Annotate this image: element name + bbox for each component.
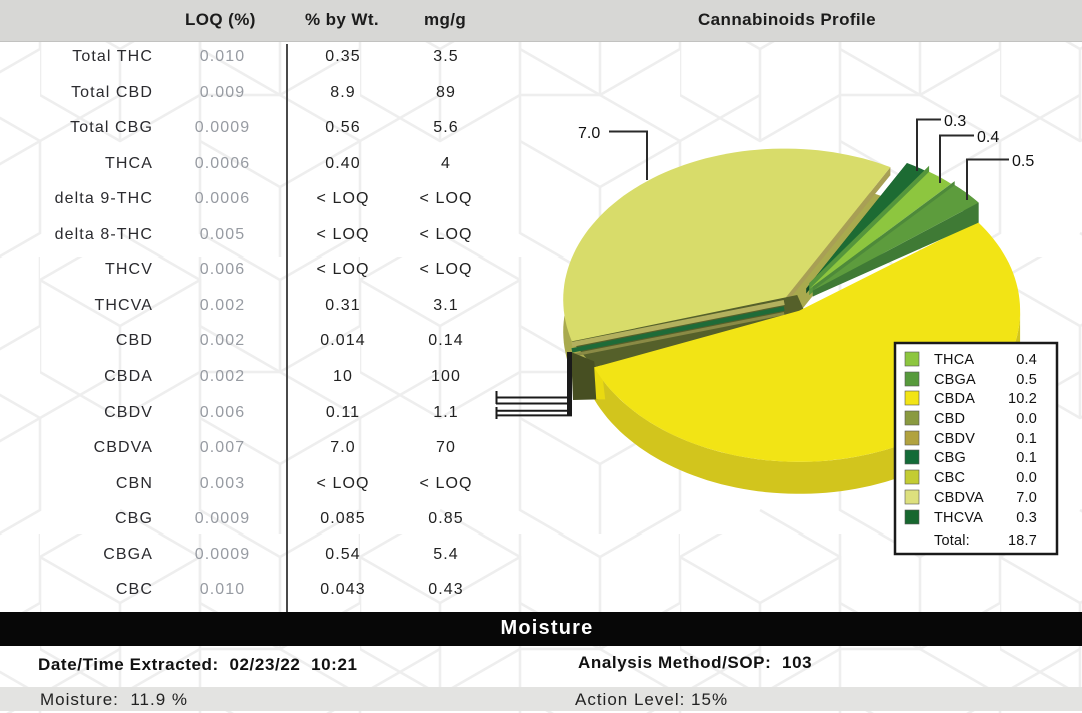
svg-text:7.0: 7.0 <box>578 125 600 142</box>
svg-text:CBC: CBC <box>934 470 965 486</box>
svg-text:THCVA: THCVA <box>934 510 983 526</box>
svg-text:CBDA: CBDA <box>934 391 975 407</box>
svg-text:THCA: THCA <box>934 352 974 368</box>
svg-text:10.2: 10.2 <box>1008 391 1037 407</box>
svg-text:CBG: CBG <box>934 450 966 466</box>
svg-text:0.4: 0.4 <box>977 129 999 146</box>
svg-text:0.3: 0.3 <box>1016 510 1037 526</box>
svg-text:0.4: 0.4 <box>1016 352 1037 368</box>
svg-text:0.1: 0.1 <box>1016 450 1037 466</box>
svg-text:CBDVA: CBDVA <box>934 490 984 506</box>
svg-text:0.5: 0.5 <box>1016 372 1037 388</box>
svg-text:CBD: CBD <box>934 411 965 427</box>
svg-text:7.0: 7.0 <box>1016 490 1037 506</box>
svg-text:CBGA: CBGA <box>934 372 976 388</box>
svg-text:0.1: 0.1 <box>1016 431 1037 447</box>
svg-text:0.0: 0.0 <box>1016 411 1037 427</box>
svg-text:18.7: 18.7 <box>1008 533 1037 549</box>
svg-text:CBDV: CBDV <box>934 431 975 447</box>
svg-text:0.0: 0.0 <box>1016 470 1037 486</box>
svg-text:Total:: Total: <box>934 533 970 549</box>
svg-text:0.3: 0.3 <box>944 113 966 130</box>
svg-text:0.5: 0.5 <box>1012 153 1034 170</box>
